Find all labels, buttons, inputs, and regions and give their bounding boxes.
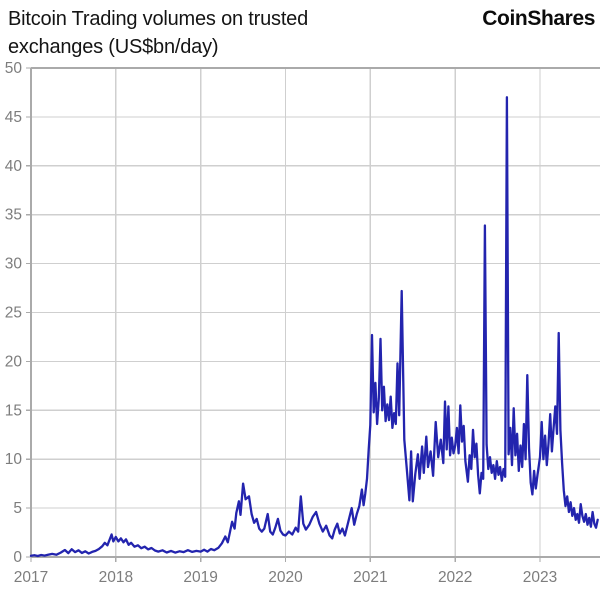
- chart-title: Bitcoin Trading volumes on trusted excha…: [8, 5, 438, 61]
- y-tick-label: 50: [5, 60, 23, 77]
- y-tick-label: 35: [5, 207, 22, 224]
- y-tick-label: 30: [5, 256, 23, 273]
- y-tick-label: 0: [13, 549, 22, 566]
- y-tick-label: 20: [5, 353, 23, 370]
- series-line: [29, 96, 599, 558]
- x-tick-label: 2018: [99, 569, 133, 586]
- x-tick-label: 2021: [353, 569, 387, 586]
- x-tick-label: 2019: [183, 569, 217, 586]
- x-gridlines: [115, 68, 541, 557]
- chart-header: Bitcoin Trading volumes on trusted excha…: [0, 0, 600, 62]
- chart-title-line-2: exchanges (US$bn/day): [8, 36, 219, 58]
- volume-series-path: [29, 96, 599, 558]
- y-tick-label: 40: [5, 158, 23, 175]
- x-axis-labels: 2017 2018 2019 2020 2021 2022 2023: [14, 569, 558, 586]
- y-tick-label: 45: [5, 109, 22, 126]
- x-tick-label: 2023: [523, 569, 557, 586]
- y-tick-label: 25: [5, 305, 22, 322]
- x-tick-label: 2022: [438, 569, 472, 586]
- x-tick-label: 2017: [14, 569, 48, 586]
- y-axis-labels: 0 5 10 15 20 25 30 35 40 45 50: [5, 60, 23, 566]
- y-tick-label: 5: [13, 500, 22, 517]
- y-tick-label: 15: [5, 402, 22, 419]
- x-tick-label: 2020: [268, 569, 303, 586]
- axis-tick-marks: [26, 67, 541, 562]
- chart-title-line-1: Bitcoin Trading volumes on trusted: [8, 8, 309, 30]
- coinshares-logo: CoinShares: [482, 7, 595, 30]
- y-tick-label: 10: [5, 451, 23, 468]
